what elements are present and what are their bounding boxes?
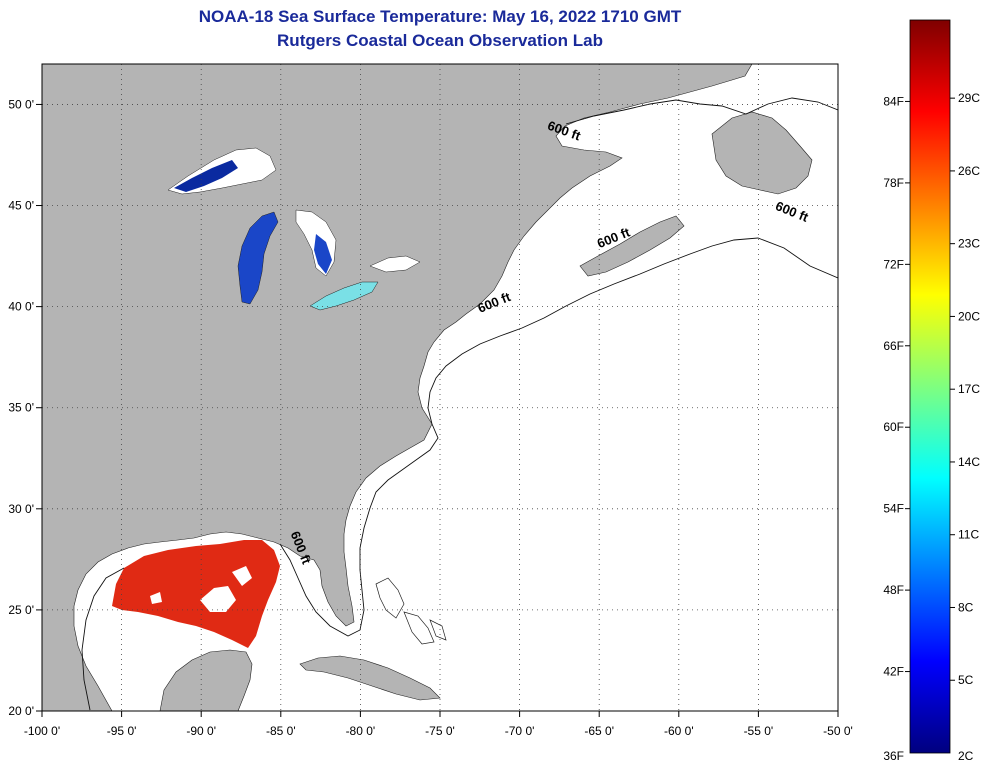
colorbar-c-label: 17C xyxy=(958,382,980,396)
colorbar-f-label: 66F xyxy=(883,339,904,353)
cuba-land xyxy=(299,655,441,701)
lon-tick-label: -50 0' xyxy=(823,724,853,738)
lon-tick-label: -90 0' xyxy=(186,724,216,738)
lon-tick-label: -85 0' xyxy=(266,724,296,738)
lat-tick-label: 25 0' xyxy=(8,603,34,617)
lon-tick-label: -70 0' xyxy=(505,724,535,738)
colorbar-c-label: 20C xyxy=(958,309,980,323)
lon-tick-label: -100 0' xyxy=(24,724,60,738)
lake-superior-sst xyxy=(174,160,238,192)
colorbar-c-label: 26C xyxy=(958,164,980,178)
lake-erie xyxy=(309,281,379,311)
lat-tick-label: 30 0' xyxy=(8,502,34,516)
colorbar-c-label: 14C xyxy=(958,455,980,469)
colorbar-f-label: 42F xyxy=(883,665,904,679)
lon-tick-label: -60 0' xyxy=(664,724,694,738)
lon-tick-label: -95 0' xyxy=(107,724,137,738)
gulf-sst-gaps xyxy=(150,566,252,612)
colorbar-f-label: 48F xyxy=(883,583,904,597)
colorbar-c-label: 23C xyxy=(958,237,980,251)
shelf-contour-600ft xyxy=(81,97,838,711)
lat-tick-label: 40 0' xyxy=(8,300,34,314)
lake-ontario xyxy=(369,255,421,273)
colorbar-c-label: 2C xyxy=(958,749,974,763)
colorbar-f-label: 72F xyxy=(883,257,904,271)
lat-tick-label: 45 0' xyxy=(8,199,34,213)
lat-tick-label: 50 0' xyxy=(8,97,34,111)
colorbar-f-label: 84F xyxy=(883,94,904,108)
colorbar xyxy=(909,19,951,754)
lake-huron-sst xyxy=(314,234,332,274)
north-america-land xyxy=(42,64,753,711)
gulf-sst-patch xyxy=(112,540,280,648)
colorbar-f-label: 60F xyxy=(883,420,904,434)
map-title: NOAA-18 Sea Surface Temperature: May 16,… xyxy=(198,7,682,26)
lon-tick-label: -55 0' xyxy=(744,724,774,738)
colorbar-c-label: 11C xyxy=(958,528,979,542)
lon-tick-label: -65 0' xyxy=(584,724,614,738)
colorbar-c-label: 29C xyxy=(958,91,980,105)
bahamas-islands xyxy=(375,577,447,645)
colorbar-ticks: 36F 42F 48F 54F 60F 66F 72F 78F 84F 2C 5C 8C 11C 14C 1… xyxy=(883,91,980,763)
map-subtitle: Rutgers Coastal Ocean Observation Lab xyxy=(277,31,603,50)
nova-scotia-land xyxy=(579,215,685,277)
lat-tick-label: 35 0' xyxy=(8,401,34,415)
colorbar-f-label: 78F xyxy=(883,176,904,190)
colorbar-c-label: 8C xyxy=(958,600,974,614)
yucatan-land xyxy=(159,649,253,711)
lon-tick-label: -80 0' xyxy=(346,724,376,738)
colorbar-f-label: 54F xyxy=(883,502,904,516)
map-axes: -100 0' -95 0' -90 0' -85 0' -80 0' -75 0' -70… xyxy=(8,97,852,738)
colorbar-f-label: 36F xyxy=(883,749,904,763)
lake-michigan xyxy=(237,211,279,305)
lon-tick-label: -75 0' xyxy=(425,724,455,738)
lat-tick-label: 20 0' xyxy=(8,704,34,718)
colorbar-c-label: 5C xyxy=(958,673,974,687)
